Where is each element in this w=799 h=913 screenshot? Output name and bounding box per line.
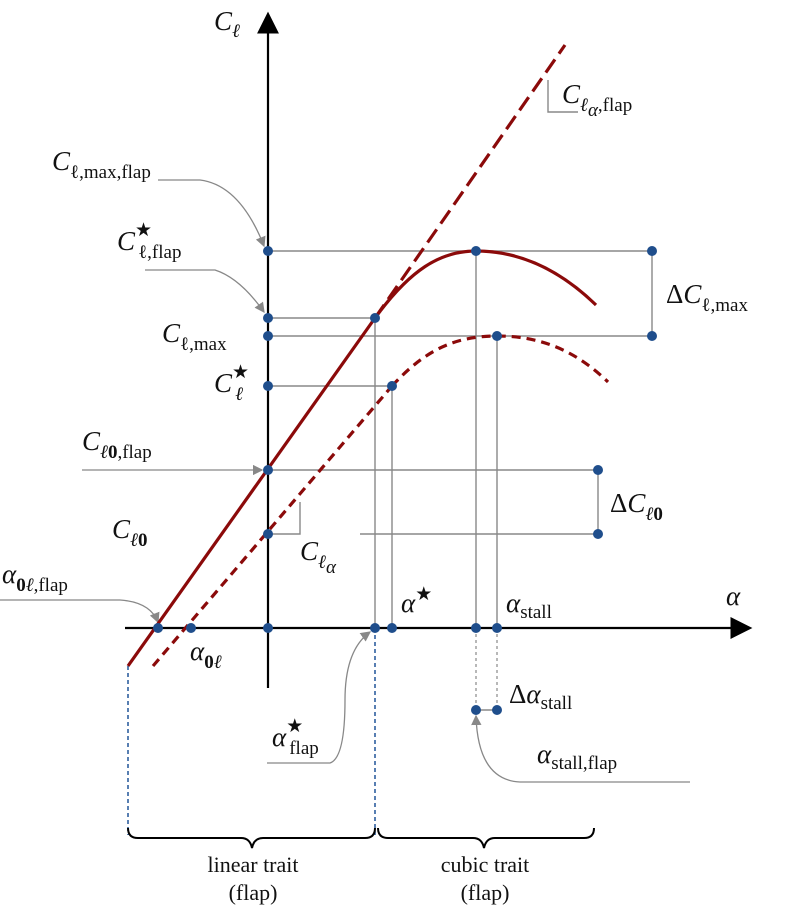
label-cl-star-flap: C★ ℓ,flap	[117, 220, 181, 263]
label-alpha0l: α0ℓ	[190, 636, 222, 673]
flap-slope-extension	[373, 44, 567, 319]
base-linear-curve	[151, 384, 394, 668]
label-cl0: Cℓ0	[112, 514, 147, 551]
label-alpha-stall: αstall	[506, 588, 552, 623]
slope-triangle-base	[268, 502, 301, 535]
label-alpha-star-flap: α★ flap	[272, 716, 319, 759]
x-axis-label: α	[726, 581, 741, 611]
flap-linear-curve	[126, 317, 377, 667]
flap-cubic-curve	[373, 249, 598, 319]
label-delta-alpha-stall: Δαstall	[509, 679, 572, 714]
label-delta-cl0: ΔCℓ0	[610, 488, 663, 525]
label-cl-alpha: Cℓα	[300, 536, 337, 578]
label-cl0-flap: Cℓ0,flap	[82, 426, 152, 463]
trait-braces	[127, 827, 595, 849]
label-cl-alpha-flap: Cℓα,flap	[562, 79, 632, 121]
vertical-guides	[374, 251, 653, 628]
caption-cubic-line1: cubic trait	[441, 852, 530, 877]
trait-dashed-guides	[127, 628, 376, 835]
slope-triangle-flap	[547, 80, 578, 113]
label-alpha-star: α★	[401, 584, 432, 618]
base-cubic-curve	[390, 334, 610, 388]
label-alpha0l-flap: α0ℓ,flap	[2, 559, 68, 596]
label-cl-star: C★ ℓ	[214, 362, 249, 405]
horizontal-guides	[268, 250, 652, 711]
caption-cubic-line2: (flap)	[461, 880, 510, 905]
label-delta-cl-max: ΔCℓ,max	[666, 279, 748, 316]
marker-points	[153, 246, 657, 715]
label-alpha-stall-flap: αstall,flap	[537, 739, 617, 774]
caption-linear-line2: (flap)	[229, 880, 278, 905]
leader-lines	[0, 179, 690, 783]
label-cl-max: Cℓ,max	[162, 318, 227, 355]
y-axis-label: Cℓ	[214, 6, 240, 42]
caption-linear-line1: linear trait	[207, 852, 298, 877]
stall-dashed-guides	[475, 628, 498, 710]
label-cl-max-flap: Cℓ,max,flap	[52, 146, 151, 183]
